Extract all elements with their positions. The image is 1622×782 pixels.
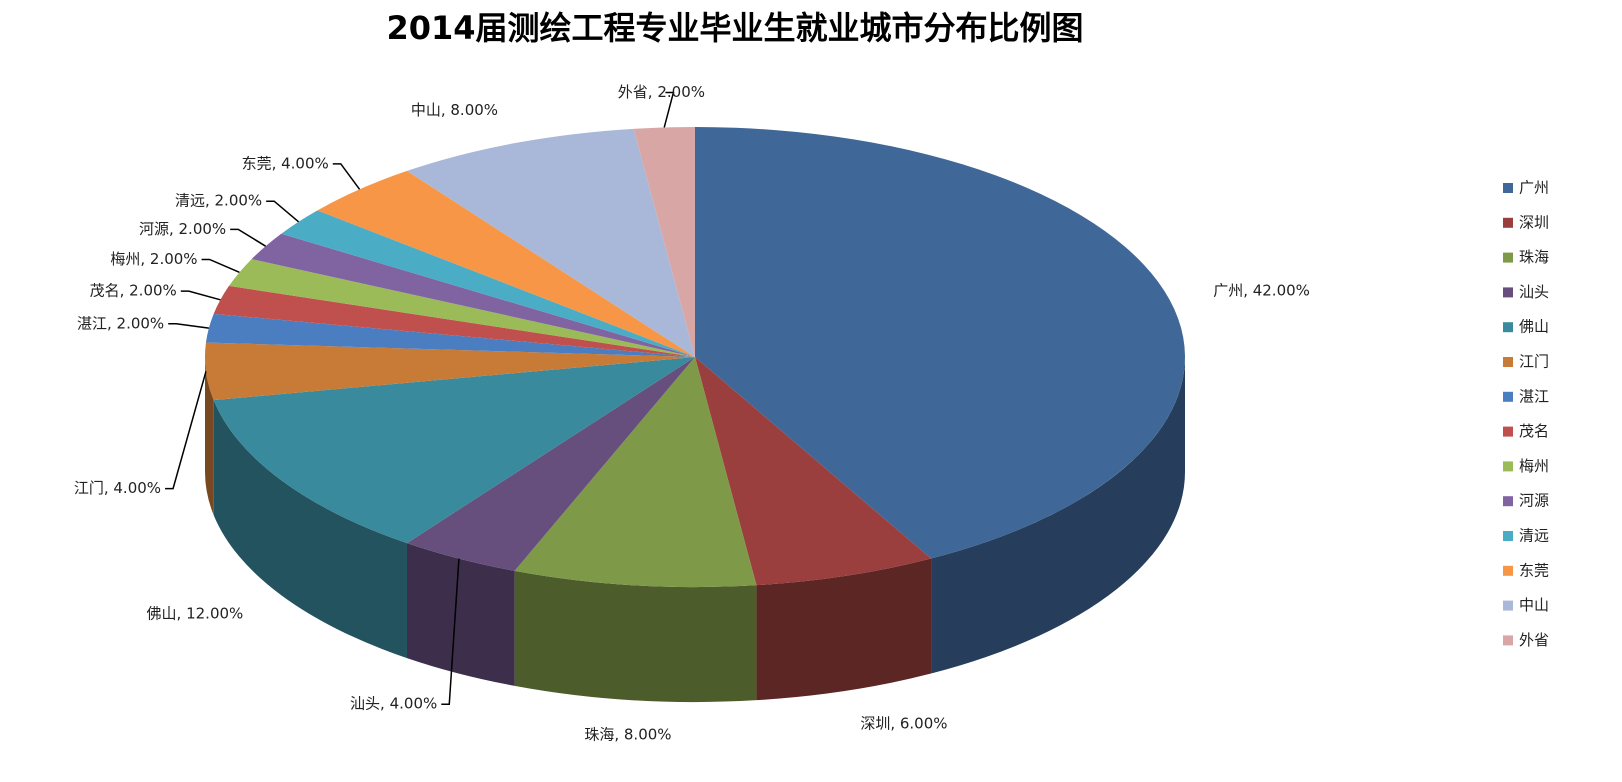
legend-label: 河源 [1519, 492, 1549, 510]
legend-label: 江门 [1519, 353, 1549, 371]
leader-line [201, 258, 240, 274]
slice [205, 342, 695, 401]
leader-line [332, 163, 361, 190]
legend-swatch [1503, 183, 1513, 193]
legend-label: 梅州 [1519, 457, 1549, 475]
legend-swatch [1503, 600, 1513, 611]
legend-swatch [1503, 322, 1513, 333]
legend-label: 中山 [1519, 596, 1549, 614]
legend-swatch [1503, 635, 1513, 646]
legend-swatch [1503, 496, 1513, 507]
slice [406, 357, 695, 571]
slice [213, 285, 695, 357]
legend-label: 清远 [1519, 527, 1549, 545]
legend-label: 深圳 [1519, 213, 1549, 231]
data-label: 河源, 2.00% [139, 220, 226, 238]
slice [213, 357, 695, 544]
leader-line [266, 200, 300, 223]
data-label: 汕头, 4.00% [350, 695, 437, 713]
slice [514, 357, 757, 587]
data-label: 佛山, 12.00% [147, 604, 244, 622]
slice-side [406, 543, 515, 686]
leader-line [230, 228, 267, 247]
legend-swatch [1503, 426, 1513, 437]
data-label: 江门, 4.00% [74, 479, 161, 497]
data-label: 深圳, 6.00% [860, 715, 947, 733]
legend-label: 珠海 [1519, 248, 1549, 266]
leader-line [168, 323, 209, 329]
legend-label: 东莞 [1519, 561, 1549, 579]
legend-label: 湛江 [1519, 387, 1549, 405]
legend-label: 广州 [1519, 179, 1549, 197]
legend-swatch [1503, 217, 1513, 228]
data-label: 珠海, 8.00% [584, 725, 671, 743]
data-label: 茂名, 2.00% [90, 282, 177, 300]
slice-side [756, 558, 932, 701]
legend-swatch [1503, 391, 1513, 402]
leader-line [165, 371, 207, 490]
slice [695, 357, 932, 586]
legend-label: 外省 [1519, 631, 1549, 649]
data-label: 外省, 2.00% [618, 83, 705, 101]
legend-label: 汕头 [1519, 283, 1549, 301]
slice-side [205, 357, 214, 516]
legend-label: 佛山 [1519, 318, 1549, 336]
data-label: 东莞, 4.00% [242, 154, 329, 172]
slice [281, 210, 695, 357]
slice [205, 313, 695, 357]
legend-swatch [1503, 461, 1513, 472]
slice [228, 259, 695, 357]
leader-line [441, 558, 460, 705]
slice-side [514, 570, 757, 702]
legend-swatch [1503, 287, 1513, 298]
slice-side [931, 357, 1185, 674]
legend-swatch [1503, 252, 1513, 263]
data-label: 广州, 42.00% [1213, 282, 1310, 300]
slice [406, 128, 695, 357]
slice [317, 170, 695, 357]
data-label: 梅州, 2.00% [110, 250, 197, 268]
slice [251, 233, 695, 357]
leader-line [663, 91, 675, 128]
slice [633, 127, 695, 357]
data-label: 中山, 8.00% [411, 101, 498, 119]
legend-swatch [1503, 531, 1513, 541]
slice [695, 127, 1185, 559]
legend-label: 茂名 [1519, 422, 1549, 440]
slice-side [213, 400, 407, 659]
data-label: 湛江, 2.00% [77, 314, 164, 332]
leader-line [180, 290, 221, 301]
data-label: 清远, 2.00% [175, 192, 262, 210]
chart-title: 2014届测绘工程专业毕业生就业城市分布比例图 [386, 9, 1083, 47]
legend-swatch [1503, 357, 1513, 367]
legend-swatch [1503, 565, 1513, 576]
